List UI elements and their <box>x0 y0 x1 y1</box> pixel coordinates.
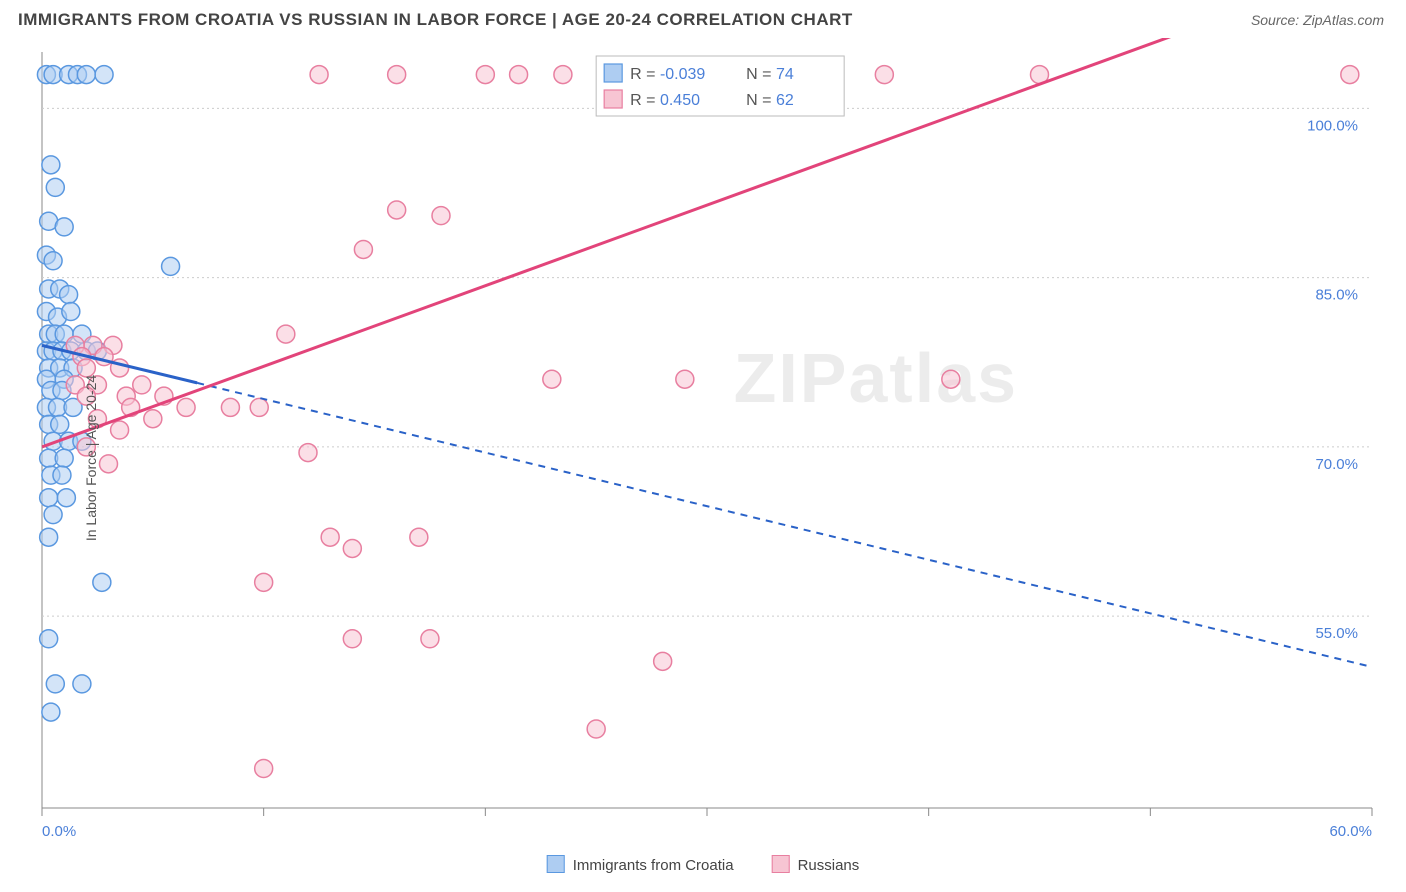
data-point <box>343 539 361 557</box>
data-point <box>388 201 406 219</box>
data-point <box>942 370 960 388</box>
data-point <box>40 489 58 507</box>
data-point <box>388 66 406 84</box>
watermark: ZIPatlas <box>734 339 1018 417</box>
data-point <box>46 675 64 693</box>
chart-title: IMMIGRANTS FROM CROATIA VS RUSSIAN IN LA… <box>18 10 853 30</box>
data-point <box>410 528 428 546</box>
data-point <box>255 573 273 591</box>
stats-r: R = 0.450 <box>630 92 700 109</box>
scatter-chart: 55.0% 70.0% 85.0% 100.0% 0.0% 60.0% ZIPatlas R … <box>0 38 1406 842</box>
data-point <box>543 370 561 388</box>
source-attribution: Source: ZipAtlas.com <box>1251 12 1384 28</box>
trend-line-dashed <box>197 383 1372 667</box>
stats-swatch <box>604 64 622 82</box>
data-point <box>55 449 73 467</box>
data-point <box>476 66 494 84</box>
legend-swatch <box>547 855 565 873</box>
data-point <box>354 240 372 258</box>
data-point <box>144 410 162 428</box>
data-point <box>53 466 71 484</box>
y-tick-label: 55.0% <box>1315 625 1358 642</box>
data-point <box>432 207 450 225</box>
stats-r: R = -0.039 <box>630 66 705 83</box>
data-point <box>62 303 80 321</box>
data-point <box>654 652 672 670</box>
stats-swatch <box>604 90 622 108</box>
data-point <box>299 444 317 462</box>
data-point <box>554 66 572 84</box>
data-point <box>421 630 439 648</box>
data-point <box>40 630 58 648</box>
stats-n: N = 62 <box>746 92 794 109</box>
data-point <box>111 421 129 439</box>
y-tick-label: 100.0% <box>1307 117 1358 134</box>
x-tick-label: 0.0% <box>42 823 76 840</box>
legend-item: Russians <box>772 855 860 874</box>
data-point <box>676 370 694 388</box>
data-point <box>310 66 328 84</box>
data-point <box>343 630 361 648</box>
data-point <box>321 528 339 546</box>
y-axis-label: In Labor Force | Age 20-24 <box>83 375 99 541</box>
x-tick-label: 60.0% <box>1329 823 1372 840</box>
legend-label: Russians <box>798 857 860 874</box>
data-point <box>221 398 239 416</box>
data-point <box>60 286 78 304</box>
data-point <box>133 376 151 394</box>
data-point <box>73 675 91 693</box>
stats-n: N = 74 <box>746 66 794 83</box>
data-point <box>587 720 605 738</box>
data-point <box>44 252 62 270</box>
data-point <box>1341 66 1359 84</box>
data-point <box>510 66 528 84</box>
data-point <box>93 573 111 591</box>
data-point <box>277 325 295 343</box>
data-point <box>95 66 113 84</box>
data-point <box>875 66 893 84</box>
data-point <box>162 257 180 275</box>
data-point <box>77 66 95 84</box>
legend-label: Immigrants from Croatia <box>573 857 734 874</box>
legend-swatch <box>772 855 790 873</box>
data-point <box>51 415 69 433</box>
data-point <box>255 760 273 778</box>
y-tick-label: 85.0% <box>1315 287 1358 304</box>
data-point <box>250 398 268 416</box>
legend-bottom: Immigrants from Croatia Russians <box>547 855 860 874</box>
data-point <box>177 398 195 416</box>
data-point <box>42 156 60 174</box>
data-point <box>57 489 75 507</box>
data-point <box>40 528 58 546</box>
data-point <box>42 703 60 721</box>
data-point <box>46 178 64 196</box>
data-point <box>100 455 118 473</box>
data-point <box>55 218 73 236</box>
data-point <box>44 506 62 524</box>
y-tick-label: 70.0% <box>1315 456 1358 473</box>
legend-item: Immigrants from Croatia <box>547 855 734 874</box>
